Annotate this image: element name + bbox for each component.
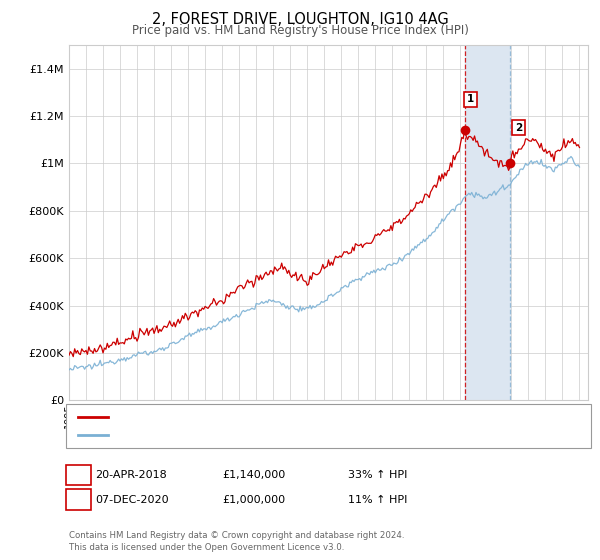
Text: £1,140,000: £1,140,000 <box>222 470 285 480</box>
Text: 2, FOREST DRIVE, LOUGHTON, IG10 4AG (detached house): 2, FOREST DRIVE, LOUGHTON, IG10 4AG (det… <box>113 412 418 422</box>
Text: £1,000,000: £1,000,000 <box>222 494 285 505</box>
Text: 2: 2 <box>75 494 82 505</box>
Text: HPI: Average price, detached house, Epping Forest: HPI: Average price, detached house, Eppi… <box>113 430 377 440</box>
Text: 1: 1 <box>467 94 474 104</box>
Text: 2: 2 <box>515 123 522 133</box>
Text: 07-DEC-2020: 07-DEC-2020 <box>95 494 169 505</box>
Bar <box>466 45 510 400</box>
Text: 1: 1 <box>75 470 82 480</box>
Text: 2, FOREST DRIVE, LOUGHTON, IG10 4AG: 2, FOREST DRIVE, LOUGHTON, IG10 4AG <box>152 12 448 27</box>
Text: Price paid vs. HM Land Registry's House Price Index (HPI): Price paid vs. HM Land Registry's House … <box>131 24 469 36</box>
Text: 11% ↑ HPI: 11% ↑ HPI <box>348 494 407 505</box>
Text: Contains HM Land Registry data © Crown copyright and database right 2024.
This d: Contains HM Land Registry data © Crown c… <box>69 531 404 552</box>
Text: 20-APR-2018: 20-APR-2018 <box>95 470 167 480</box>
Text: 33% ↑ HPI: 33% ↑ HPI <box>348 470 407 480</box>
